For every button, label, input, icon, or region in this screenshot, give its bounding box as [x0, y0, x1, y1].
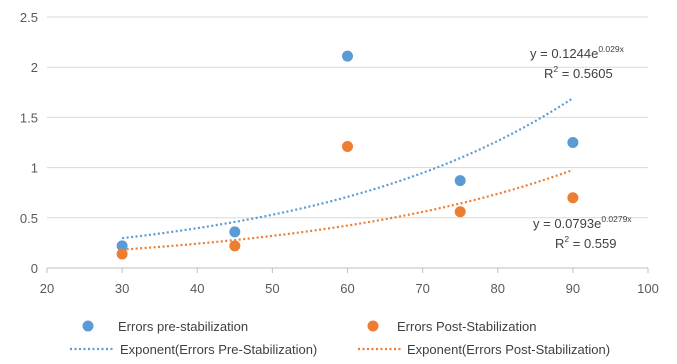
legend-item-post[interactable]: Errors Post-Stabilization: [367, 319, 537, 334]
legend-label-pre: Errors pre-stabilization: [118, 319, 248, 334]
equation-exponent-pre: 0.029x: [598, 44, 624, 54]
r-squared-value-post: = 0.559: [569, 236, 616, 251]
r-squared-post: R2 = 0.559: [555, 234, 616, 251]
x-tick-label: 90: [566, 281, 580, 296]
y-tick-label: 2: [31, 60, 38, 75]
legend: Errors pre-stabilization Errors Post-Sta…: [70, 319, 610, 357]
gridlines: [47, 16, 648, 219]
r-squared-symbol-post: R: [555, 236, 564, 251]
x-tick-label: 30: [115, 281, 129, 296]
data-points: [116, 50, 579, 260]
legend-item-trend-post[interactable]: Exponent(Errors Post-Stabilization): [358, 342, 610, 357]
legend-marker-post: [367, 320, 379, 332]
data-point-pre-30[interactable]: [116, 240, 128, 252]
equation-exponent-post: 0.0279x: [601, 214, 632, 224]
r-squared-pre: R2 = 0.5605: [544, 64, 613, 81]
r-squared-value-pre: = 0.5605: [558, 66, 613, 81]
equation-text-post: y = 0.0793e0.0279x: [533, 214, 632, 231]
data-point-post-45[interactable]: [229, 240, 241, 252]
axes: 0 0.5 1 1.5 2 2.5 20 30 40 50 60 70 80 90 100: [20, 10, 659, 296]
y-tick-label: 0: [31, 261, 38, 276]
data-point-pre-75[interactable]: [454, 175, 466, 187]
equation-main-pre: y = 0.1244e: [530, 46, 598, 61]
trendline-post: [122, 168, 574, 251]
x-tick-label: 100: [637, 281, 659, 296]
data-point-pre-60[interactable]: [342, 50, 353, 62]
equation-main-post: y = 0.0793e: [533, 216, 601, 231]
equation-label-pre: y = 0.1244e0.029x R2 = 0.5605: [530, 44, 625, 81]
legend-label-trend-post: Exponent(Errors Post-Stabilization): [407, 342, 610, 357]
legend-label-post: Errors Post-Stabilization: [397, 319, 536, 334]
x-tick-label: 40: [190, 281, 204, 296]
legend-label-trend-pre: Exponent(Errors Pre-Stabilization): [120, 342, 317, 357]
x-tick-label: 70: [415, 281, 429, 296]
trendlines: [122, 97, 574, 251]
legend-item-trend-pre[interactable]: Exponent(Errors Pre-Stabilization): [70, 342, 317, 357]
trendline-pre: [122, 97, 574, 240]
data-point-post-75[interactable]: [454, 206, 466, 218]
x-tick-label: 60: [340, 281, 354, 296]
data-point-post-30[interactable]: [116, 248, 128, 260]
y-tick-label: 2.5: [20, 10, 38, 25]
y-tick-label: 1.5: [20, 110, 38, 125]
legend-marker-pre: [82, 320, 94, 332]
x-tick-label: 50: [265, 281, 279, 296]
data-point-pre-45[interactable]: [229, 226, 241, 238]
equation-text-pre: y = 0.1244e0.029x: [530, 44, 625, 61]
y-tick-label: 1: [31, 161, 38, 176]
data-point-post-60[interactable]: [342, 141, 353, 153]
equation-label-post: y = 0.0793e0.0279x R2 = 0.559: [533, 214, 632, 251]
x-tick-label: 20: [40, 281, 54, 296]
r-squared-sup-pre: 2: [553, 64, 558, 74]
r-squared-symbol-pre: R: [544, 66, 553, 81]
legend-item-pre[interactable]: Errors pre-stabilization: [82, 319, 249, 334]
r-squared-sup-post: 2: [564, 234, 569, 244]
data-point-pre-90[interactable]: [567, 137, 579, 148]
y-tick-label: 0.5: [20, 211, 38, 226]
data-point-post-90[interactable]: [567, 192, 579, 204]
x-tick-label: 80: [491, 281, 505, 296]
